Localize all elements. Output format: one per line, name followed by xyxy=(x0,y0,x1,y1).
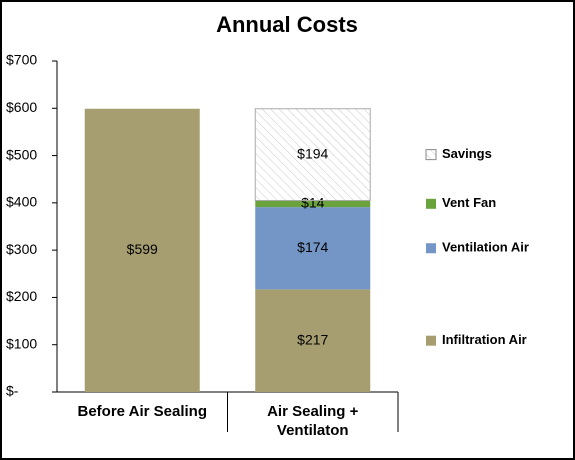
bar-segment xyxy=(84,108,200,392)
x-tick-label: Before Air Sealing xyxy=(77,403,207,420)
legend-swatch xyxy=(426,243,436,254)
x-tick-label: Air Sealing + Ventilaton xyxy=(267,403,359,439)
y-tick-label: $200 xyxy=(6,288,37,304)
y-tick-label: $400 xyxy=(6,194,37,210)
data-label: $217 xyxy=(297,331,328,347)
data-label: $194 xyxy=(297,145,328,161)
legend-label: Vent Fan xyxy=(442,195,496,210)
legend-label: Ventilation Air xyxy=(442,240,529,255)
bar-segment xyxy=(255,200,371,208)
legend-swatch xyxy=(425,149,437,161)
bar-segment xyxy=(255,207,371,290)
data-label: $599 xyxy=(127,241,158,257)
y-tick-label: $100 xyxy=(6,335,37,351)
bar-segment xyxy=(255,289,371,392)
y-tick-label: $500 xyxy=(6,146,37,162)
legend-label: Infiltration Air xyxy=(442,332,527,347)
bar-segment xyxy=(254,108,371,201)
chart-title: Annual Costs xyxy=(216,12,358,37)
legend-swatch xyxy=(426,335,436,346)
legend-label: Savings xyxy=(442,146,492,161)
y-tick-label: $700 xyxy=(6,52,37,68)
legend-swatch xyxy=(426,198,436,209)
y-tick-label: $600 xyxy=(6,99,37,115)
y-tick-label: $- xyxy=(6,383,19,399)
data-label: $174 xyxy=(297,239,328,255)
y-tick-label: $300 xyxy=(6,241,37,257)
